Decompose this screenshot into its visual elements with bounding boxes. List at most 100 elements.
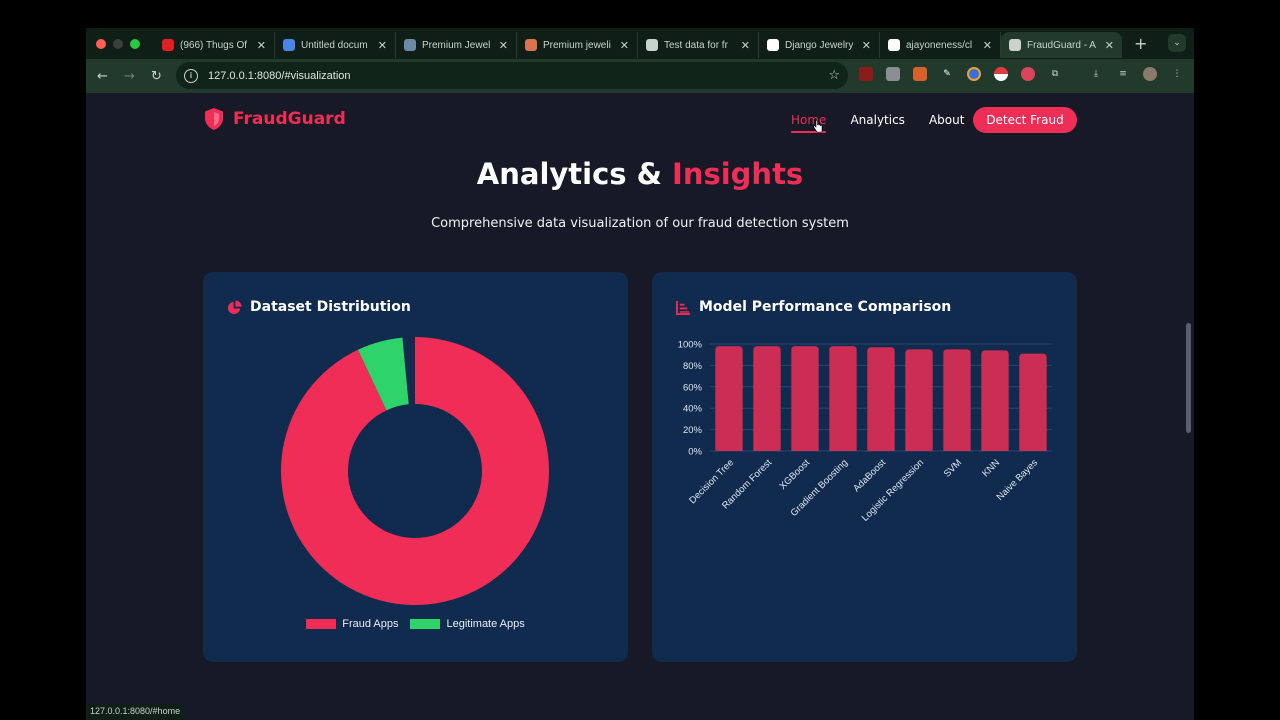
legend-label: Fraud Apps — [342, 618, 399, 630]
legend-item[interactable]: Fraud Apps — [306, 618, 398, 630]
doughnut-chart[interactable] — [203, 272, 628, 612]
browser-tab[interactable]: Premium jeweli ✕ — [517, 32, 638, 58]
minimize-window-button[interactable] — [113, 38, 123, 49]
tab-title: Test data for fr — [664, 39, 728, 51]
page-content: FraudGuard Home Analytics About Detect F… — [86, 93, 1194, 720]
browser-tab[interactable]: FraudGuard - A ✕ — [1001, 32, 1122, 58]
downloads-icon[interactable]: ⤓ — [1094, 69, 1098, 79]
openai-icon — [646, 39, 658, 51]
x-tick-label: XGBoost — [777, 457, 812, 492]
bar-decision-tree[interactable] — [715, 346, 743, 451]
bar-knn[interactable] — [981, 350, 1009, 451]
browser-tab[interactable]: Test data for fr ✕ — [638, 32, 759, 58]
page-scrollbar[interactable] — [1186, 323, 1191, 433]
pokeball-extension-icon[interactable] — [994, 67, 1008, 81]
browser-tab[interactable]: Untitled docum ✕ — [275, 32, 396, 58]
y-tick-label: 20% — [683, 425, 703, 436]
bar-svm[interactable] — [943, 349, 971, 451]
y-tick-label: 100% — [678, 340, 703, 351]
bar-xgboost[interactable] — [791, 346, 819, 451]
bar-logistic-regression[interactable] — [905, 349, 933, 451]
tab-title: (966) Thugs Of — [180, 39, 248, 51]
close-tab-icon[interactable]: ✕ — [377, 39, 387, 52]
y-tick-label: 60% — [683, 382, 703, 393]
github-icon — [888, 39, 900, 51]
g-icon — [404, 39, 416, 51]
close-window-button[interactable] — [96, 38, 106, 49]
x-tick-label: KNN — [980, 457, 1002, 479]
legend-item[interactable]: Legitimate Apps — [410, 618, 525, 630]
music-extension-icon[interactable] — [1021, 67, 1035, 81]
reload-button[interactable]: ↻ — [151, 68, 162, 84]
y-tick-label: 0% — [688, 447, 702, 458]
card-title-text: Model Performance Comparison — [699, 299, 952, 315]
browser-tab[interactable]: Django Jewelry ✕ — [759, 32, 880, 58]
browser-menu-icon[interactable]: ⋮ — [1172, 69, 1182, 79]
bar-gradient-boosting[interactable] — [829, 346, 857, 451]
bar-adaboost[interactable] — [867, 347, 895, 451]
card-title-performance: Model Performance Comparison — [676, 299, 951, 315]
x-tick-label: Naive Bayes — [995, 457, 1041, 503]
camera-extension-icon[interactable] — [886, 67, 900, 81]
dataset-distribution-card: Dataset Distribution Fraud Apps Legitimat… — [203, 272, 628, 662]
seo-extension-icon[interactable] — [859, 67, 873, 81]
new-tab-button[interactable]: + — [1134, 34, 1148, 53]
forward-button[interactable]: → — [124, 68, 135, 84]
close-tab-icon[interactable]: ✕ — [982, 39, 992, 52]
close-tab-icon[interactable]: ✕ — [1104, 39, 1114, 52]
site-info-icon[interactable]: i — [184, 68, 198, 83]
main-nav: Home Analytics About — [791, 107, 988, 133]
legend-label: Legitimate Apps — [446, 618, 525, 630]
doughnut-segment-legitimate-apps[interactable] — [357, 337, 409, 411]
address-bar[interactable]: i 127.0.0.1:8080/#visualization ☆ — [176, 62, 848, 89]
browser-window: (966) Thugs Of ✕ Untitled docum ✕ Premiu… — [86, 28, 1194, 720]
bar-chart-icon — [676, 300, 691, 315]
window-controls — [96, 38, 140, 49]
status-bar-url: 127.0.0.1:8080/#home — [86, 704, 185, 720]
page-subtitle: Comprehensive data visualization of our … — [431, 216, 849, 231]
card-title-distribution: Dataset Distribution — [227, 299, 411, 315]
chrome-extension-icon[interactable] — [967, 67, 981, 81]
close-tab-icon[interactable]: ✕ — [740, 39, 750, 52]
bar-naive-bayes[interactable] — [1019, 353, 1047, 451]
tab-title: FraudGuard - A — [1027, 39, 1096, 51]
extensions-puzzle-icon[interactable]: ⧉ — [1051, 69, 1059, 79]
doughnut-segment-fraud-apps[interactable] — [281, 337, 549, 605]
tab-search-button[interactable]: ⌄ — [1168, 34, 1186, 52]
brand-name: FraudGuard — [233, 109, 346, 129]
close-tab-icon[interactable]: ✕ — [256, 39, 266, 52]
y-tick-label: 40% — [683, 404, 703, 415]
close-tab-icon[interactable]: ✕ — [498, 39, 508, 52]
youtube-icon — [162, 39, 174, 51]
browser-toolbar: ← → ↻ i 127.0.0.1:8080/#visualization ☆ … — [86, 59, 1194, 93]
close-tab-icon[interactable]: ✕ — [619, 39, 629, 52]
model-performance-card: Model Performance Comparison 0% 20% 40% 60%… — [652, 272, 1077, 662]
card-title-text: Dataset Distribution — [250, 299, 411, 315]
chatbot-icon — [767, 39, 779, 51]
eyedropper-extension-icon[interactable]: ✎ — [943, 69, 951, 79]
media-control-icon[interactable]: ≡ — [1119, 69, 1127, 79]
url-text[interactable]: 127.0.0.1:8080/#visualization — [208, 69, 351, 82]
brand-logo[interactable]: FraudGuard — [203, 107, 346, 131]
docs-icon — [283, 39, 295, 51]
profile-avatar[interactable] — [1143, 67, 1157, 81]
metamask-extension-icon[interactable] — [913, 67, 927, 81]
detect-fraud-button[interactable]: Detect Fraud — [973, 107, 1077, 133]
legend-swatch — [410, 619, 441, 629]
legend-swatch — [306, 619, 337, 629]
nav-analytics[interactable]: Analytics — [850, 113, 905, 127]
browser-tab[interactable]: ajayoneness/cl ✕ — [880, 32, 1001, 58]
page-title-main: Analytics & — [476, 157, 673, 191]
page-title-accent: Insights — [672, 157, 804, 191]
bar-random-forest[interactable] — [753, 346, 781, 451]
close-tab-icon[interactable]: ✕ — [861, 39, 871, 52]
shield-icon — [205, 108, 223, 130]
x-tick-label: SVM — [942, 457, 964, 479]
back-button[interactable]: ← — [97, 68, 108, 84]
maximize-window-button[interactable] — [130, 38, 140, 49]
browser-tab[interactable]: Premium Jewel ✕ — [396, 32, 517, 58]
nav-about[interactable]: About — [928, 113, 965, 127]
bookmark-star-icon[interactable]: ☆ — [828, 68, 840, 83]
browser-tab[interactable]: (966) Thugs Of ✕ — [154, 32, 275, 58]
